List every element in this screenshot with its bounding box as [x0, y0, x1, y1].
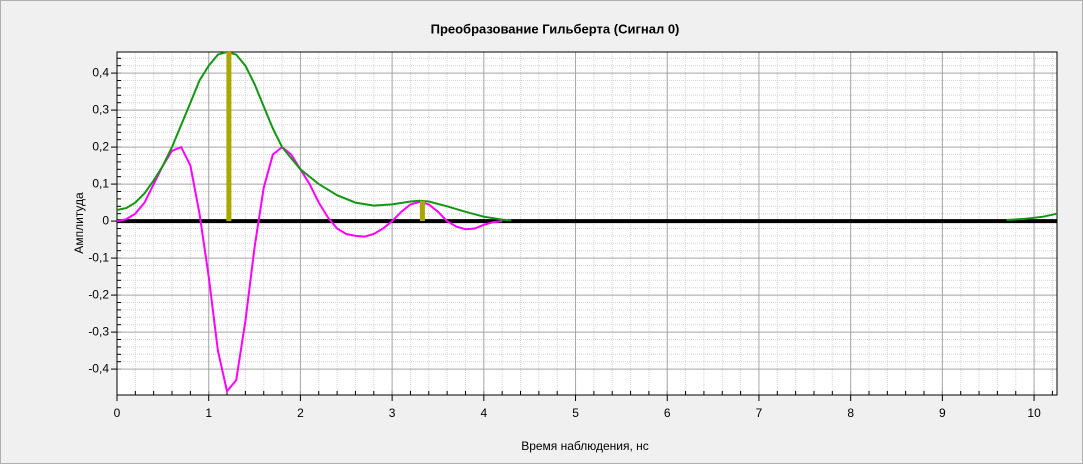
x-tick-label: 3 [389, 406, 396, 420]
y-tick-label: 0 [102, 213, 109, 227]
chart-title: Преобразование Гильберта (Сигнал 0) [431, 21, 680, 36]
y-tick-label: -0,2 [88, 287, 109, 301]
plot-area [117, 52, 1057, 395]
x-axis-label: Время наблюдения, нс [521, 439, 649, 453]
x-tick-label: 6 [664, 406, 671, 420]
plot-frame [116, 51, 1058, 396]
x-tick-label: 8 [847, 406, 854, 420]
y-tick-label: -0,4 [88, 361, 109, 375]
x-tick-label: 10 [1027, 406, 1041, 420]
y-tick-label: -0,1 [88, 250, 109, 264]
x-tick-label: 0 [114, 406, 121, 420]
series-line [1006, 212, 1058, 221]
y-tick-label: -0,3 [88, 324, 109, 338]
series-line [116, 145, 503, 394]
y-axis-label: Амплитуда [72, 192, 86, 254]
x-tick-label: 1 [205, 406, 212, 420]
y-tick-label: 0,2 [92, 139, 109, 153]
x-tick-label: 9 [939, 406, 946, 420]
x-tick-label: 2 [297, 406, 304, 420]
y-tick-label: 0,3 [92, 102, 109, 116]
y-tick-label: 0,1 [92, 176, 109, 190]
x-tick-label: 7 [756, 406, 763, 420]
x-tick-label: 5 [572, 406, 579, 420]
y-tick-label: 0,4 [92, 65, 109, 79]
x-tick-label: 4 [480, 406, 487, 420]
